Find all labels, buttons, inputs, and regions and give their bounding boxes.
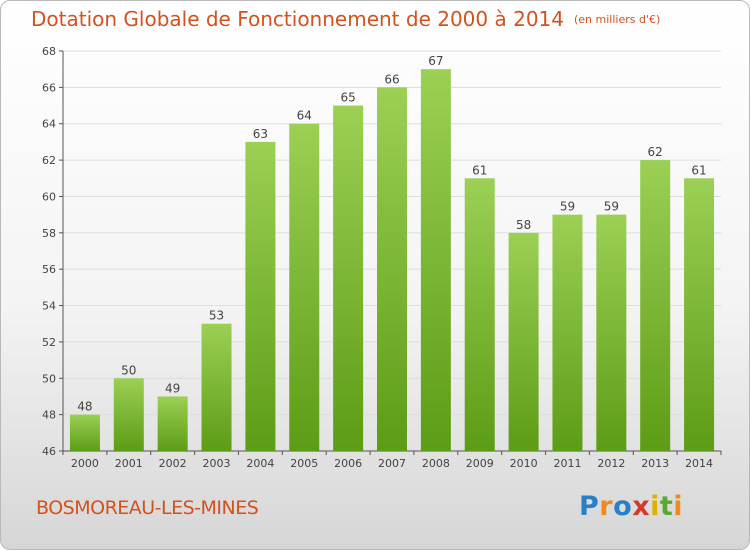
y-tick-label: 50	[42, 372, 56, 385]
data-label-2007: 66	[384, 72, 399, 86]
bars	[69, 69, 715, 452]
data-label-2010: 58	[516, 218, 531, 232]
bar-2011	[552, 214, 583, 451]
data-label-2009: 61	[472, 163, 487, 177]
y-tick-label: 58	[42, 227, 56, 240]
bar-2005	[289, 123, 320, 452]
data-labels: 48 50 49 53 63 64 65 66 67 61 58 59 59 62 61	[77, 54, 706, 413]
data-label-2011: 59	[560, 200, 575, 214]
bar-2010	[508, 232, 539, 451]
y-tick-label: 60	[42, 190, 56, 203]
y-tick-label: 62	[42, 154, 56, 167]
x-tick-label-2005: 2005	[290, 457, 318, 470]
bar-2012	[596, 214, 627, 451]
x-tick-label-2009: 2009	[466, 457, 494, 470]
data-label-2008: 67	[428, 54, 443, 68]
y-tick-label: 64	[42, 118, 56, 131]
data-label-2012: 59	[604, 200, 619, 214]
chart-title-text: Dotation Globale de Fonctionnement de 20…	[31, 7, 564, 31]
data-label-2001: 50	[121, 363, 136, 377]
bar-2014	[684, 178, 715, 452]
x-tick-label-2013: 2013	[641, 457, 669, 470]
x-tick-label-2002: 2002	[159, 457, 187, 470]
bar-2002	[157, 396, 188, 451]
y-tick-label: 52	[42, 336, 56, 349]
bar-2003	[201, 323, 232, 451]
data-label-2003: 53	[209, 309, 224, 323]
y-tick-label: 66	[42, 81, 56, 94]
bar-2000	[69, 414, 100, 451]
x-tick-label-2010: 2010	[510, 457, 538, 470]
x-tick-label-2007: 2007	[378, 457, 406, 470]
x-tick-label-2011: 2011	[553, 457, 581, 470]
bar-2009	[464, 178, 495, 452]
bar-2006	[333, 105, 364, 451]
bar-2004	[245, 141, 276, 451]
commune-name: BOSMOREAU-LES-MINES	[36, 497, 259, 519]
y-tick-label: 48	[42, 409, 56, 422]
proxiti-logo: Proxiti	[579, 491, 684, 522]
x-tick-label-2001: 2001	[115, 457, 143, 470]
data-label-2000: 48	[77, 400, 92, 414]
x-tick-label-2014: 2014	[685, 457, 713, 470]
y-tick-label: 54	[42, 300, 56, 313]
data-label-2004: 63	[253, 127, 268, 141]
bar-2013	[640, 160, 671, 451]
data-label-2005: 64	[297, 109, 312, 123]
x-tick-label-2000: 2000	[71, 457, 99, 470]
x-tick-label-2003: 2003	[203, 457, 231, 470]
x-tick-label-2006: 2006	[334, 457, 362, 470]
data-label-2002: 49	[165, 381, 180, 395]
y-tick-label: 46	[42, 445, 56, 458]
y-tick-label: 56	[42, 263, 56, 276]
data-label-2014: 61	[691, 163, 706, 177]
chart-unit: (en milliers d'€)	[574, 13, 661, 26]
data-label-2006: 65	[340, 91, 355, 105]
x-tick-label-2004: 2004	[246, 457, 274, 470]
y-tick-label: 68	[42, 45, 56, 58]
x-tick-label-2008: 2008	[422, 457, 450, 470]
x-tick-label-2012: 2012	[597, 457, 625, 470]
bar-2001	[113, 378, 144, 451]
bar-2008	[420, 69, 451, 451]
bar-2007	[377, 87, 407, 451]
data-label-2013: 62	[648, 145, 663, 159]
chart-title: Dotation Globale de Fonctionnement de 20…	[31, 7, 660, 31]
